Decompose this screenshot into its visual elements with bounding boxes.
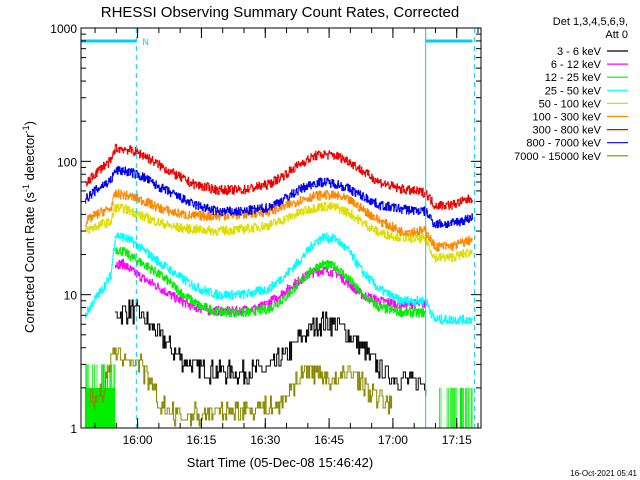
legend-label-800-7000-kev: 800 - 7000 keV (526, 138, 601, 150)
legend-label-12-25-kev: 12 - 25 keV (545, 72, 602, 84)
y-axis-label-end: ) (22, 121, 37, 125)
legend-label-300-800-kev: 300 - 800 keV (533, 125, 602, 137)
x-tick-label-17:00: 17:00 (378, 433, 408, 447)
series-line-12-25-kev (115, 247, 426, 318)
y-axis-label-mid: detector (22, 133, 37, 184)
y-axis-label-sup2: -1 (21, 125, 31, 133)
x-tick-label-16:45: 16:45 (314, 433, 344, 447)
footer-timestamp: 16-Oct-2021 05:41 (570, 469, 637, 478)
plot-frame (80, 27, 482, 429)
series-line-800-7000-kev (85, 165, 473, 229)
y-tick-label-1000: 1000 (50, 22, 77, 36)
legend-label-6-12-kev: 6 - 12 keV (551, 59, 602, 71)
series-line-25-50-kev (85, 232, 473, 325)
legend-label-50-100-kev: 50 - 100 keV (539, 98, 602, 110)
x-axis-label: Start Time (05-Dec-08 15:46:42) (187, 455, 373, 470)
series-line-3-6-kev (115, 299, 427, 396)
chart-title: RHESSI Observing Summary Count Rates, Co… (101, 4, 459, 21)
series-line-7000-15000-kev (89, 347, 393, 427)
night-marker-label: N (142, 37, 149, 47)
x-tick-label-17:15: 17:15 (442, 433, 472, 447)
x-tick-label-16:00: 16:00 (123, 433, 153, 447)
legend-label-25-50-kev: 25 - 50 keV (545, 85, 602, 97)
y-axis-label-main: Corrected Count Rate (s (22, 192, 37, 333)
y-tick-label-10: 10 (64, 289, 78, 303)
legend-label-7000-15000-kev: 7000 - 15000 keV (514, 151, 602, 163)
y-tick-label-100: 100 (57, 155, 77, 169)
series-line-300-800-kev (85, 143, 473, 210)
x-tick-label-16:15: 16:15 (186, 433, 216, 447)
y-tick-label-1: 1 (70, 422, 77, 436)
legend-label-3-6-kev: 3 - 6 keV (557, 46, 602, 58)
y-axis-label-sup1: -1 (21, 184, 31, 192)
noise-band-2 (439, 387, 473, 428)
series-line-100-300-kev (85, 189, 473, 252)
y-axis-label: Corrected Count Rate (s-1 detector-1) (21, 121, 37, 333)
legend-header-attenuator: Att 0 (605, 29, 628, 41)
plot-data: N (80, 28, 476, 428)
plot-axes: 1 10 100 1000 16:00 16:15 16:30 16:45 17:00 17:15 (50, 22, 482, 447)
x-tick-label-16:30: 16:30 (250, 433, 280, 447)
legend-label-100-300-kev: 100 - 300 keV (533, 112, 602, 124)
legend-header-detectors: Det 1,3,4,5,6,9, (553, 16, 628, 28)
